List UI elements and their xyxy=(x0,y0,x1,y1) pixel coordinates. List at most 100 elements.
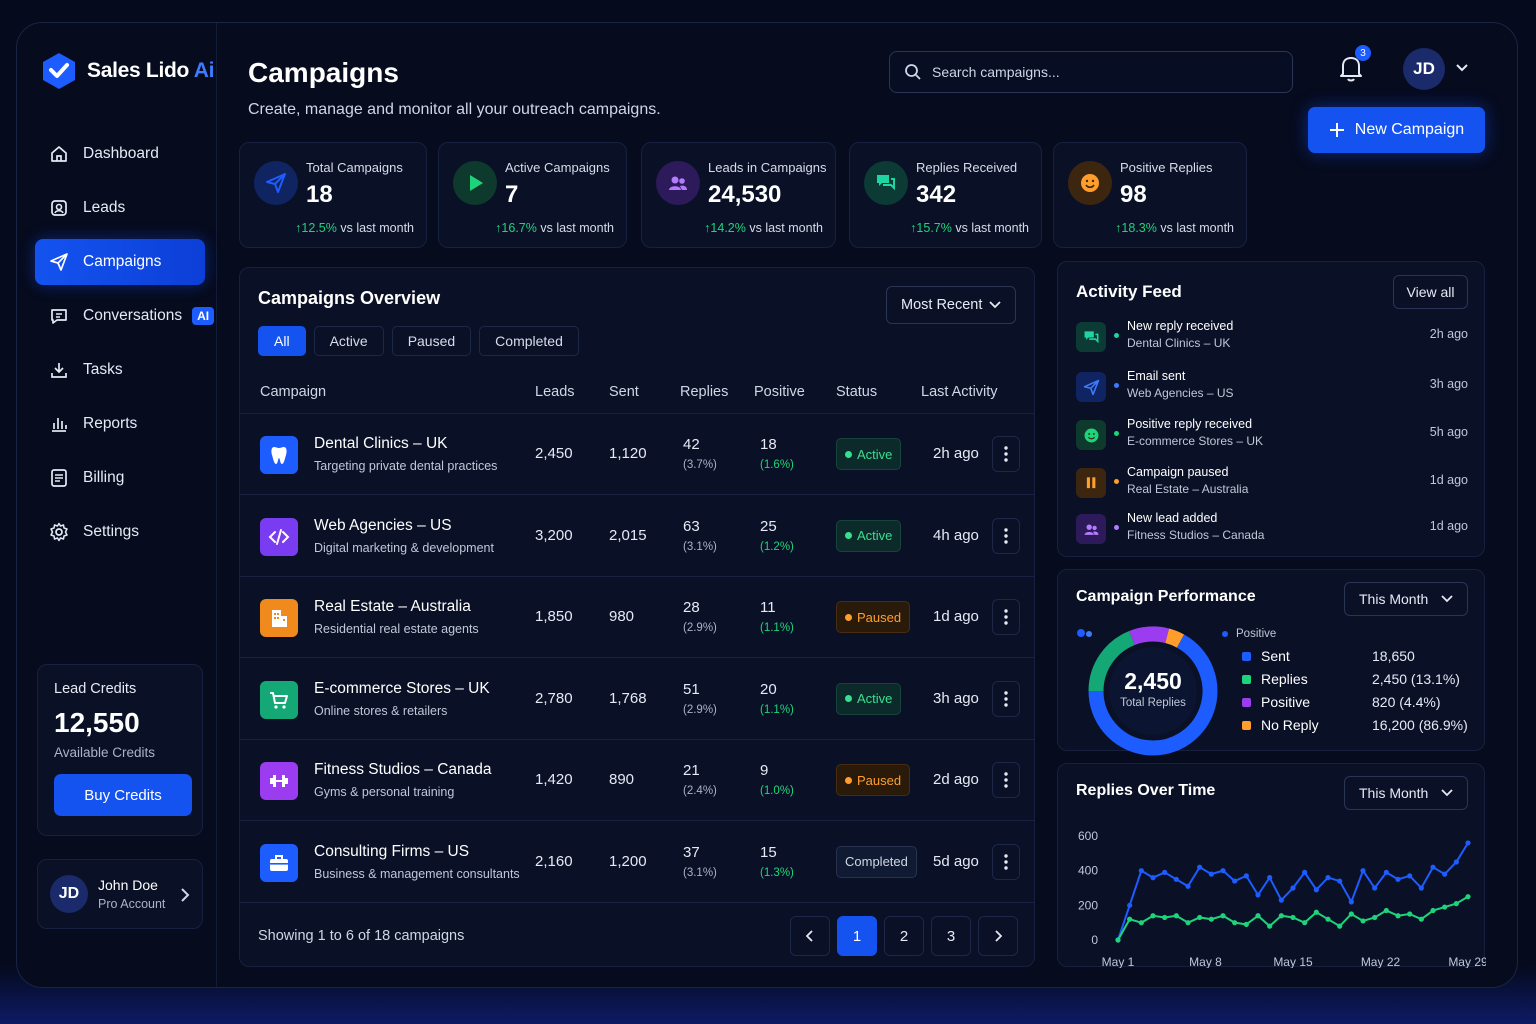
column-header-leads[interactable]: Leads xyxy=(535,384,575,400)
sidebar-item-leads[interactable]: Leads xyxy=(35,185,205,231)
chevron-down-icon[interactable] xyxy=(1455,63,1469,73)
feed-item[interactable]: Campaign paused Real Estate – Australia 1d… xyxy=(1076,464,1468,508)
series-point xyxy=(1313,909,1319,915)
chevron-left-icon xyxy=(806,930,813,942)
notifications-button[interactable]: 3 xyxy=(1337,45,1371,87)
last-activity-cell: 1d ago xyxy=(933,608,979,625)
positive-pct: (1.0%) xyxy=(760,785,794,797)
search-box[interactable] xyxy=(889,51,1293,93)
smile-icon xyxy=(1076,420,1106,450)
sidebar-item-tasks[interactable]: Tasks xyxy=(35,347,205,393)
series-point xyxy=(1407,911,1413,917)
table-row[interactable]: Dental Clinics – UK Targeting private den… xyxy=(240,414,1034,495)
table-row[interactable]: Real Estate – Australia Residential real … xyxy=(240,577,1034,658)
series-point xyxy=(1173,913,1179,919)
page-button[interactable]: 2 xyxy=(884,916,924,956)
table-row[interactable]: Web Agencies – US Digital marketing & dev… xyxy=(240,496,1034,577)
profile-avatar[interactable]: JD xyxy=(1403,48,1445,90)
sidebar-item-settings[interactable]: Settings xyxy=(35,509,205,555)
sidebar-item-conversations[interactable]: Conversations AI xyxy=(35,293,215,339)
series-point xyxy=(1337,923,1343,929)
campaign-name[interactable]: Fitness Studios – Canada xyxy=(314,761,492,778)
view-all-button[interactable]: View all xyxy=(1393,275,1468,309)
column-header-replies[interactable]: Replies xyxy=(680,384,729,400)
status-badge: Active xyxy=(836,519,902,552)
campaign-name[interactable]: E-commerce Stores – UK xyxy=(314,679,490,697)
prev-page-button[interactable] xyxy=(790,916,830,956)
series-point xyxy=(1418,916,1424,922)
series-point xyxy=(1185,920,1191,926)
row-menu-button[interactable] xyxy=(992,762,1020,798)
table-row[interactable]: Fitness Studios – Canada Gyms & personal … xyxy=(240,740,1034,821)
series-point xyxy=(1208,916,1214,922)
replies-pct: (3.1%) xyxy=(683,540,717,553)
column-header-positive[interactable]: Positive xyxy=(754,384,805,400)
campaign-name[interactable]: Real Estate – Australia xyxy=(314,598,471,615)
sidebar-item-label: Settings xyxy=(83,523,140,540)
row-menu-button[interactable] xyxy=(992,436,1020,472)
sidebar-item-label: Billing xyxy=(83,469,125,486)
row-menu-button[interactable] xyxy=(992,517,1020,554)
performance-period-select[interactable]: This Month xyxy=(1344,582,1468,616)
replies-cell: 51 xyxy=(683,680,700,698)
feed-time: 1d ago xyxy=(1429,473,1468,487)
table-row[interactable]: Consulting Firms – US Business & manageme… xyxy=(240,822,1034,903)
stat-change: ↑12.5% vs last month xyxy=(295,221,414,235)
sidebar-item-label: Reports xyxy=(83,415,138,432)
positive-pct: (1.2%) xyxy=(760,540,794,553)
feed-item[interactable]: New reply received Dental Clinics – UK 2h … xyxy=(1076,318,1468,362)
sort-select[interactable]: Most Recent xyxy=(886,286,1016,324)
sidebar-item-campaigns[interactable]: Campaigns xyxy=(35,239,205,285)
send-icon xyxy=(50,253,68,271)
sidebar-item-dashboard[interactable]: Dashboard xyxy=(35,131,205,177)
column-header-sent[interactable]: Sent xyxy=(609,384,639,400)
row-menu-button[interactable] xyxy=(992,843,1020,880)
new-campaign-button[interactable]: New Campaign xyxy=(1308,107,1485,153)
status-badge: Active xyxy=(836,682,902,715)
series-point xyxy=(1372,914,1378,921)
tab-completed[interactable]: Completed xyxy=(479,326,579,356)
page-button[interactable]: 1 xyxy=(837,916,877,956)
donut-segment xyxy=(1088,631,1136,692)
building-icon xyxy=(260,599,298,637)
tab-active[interactable]: Active xyxy=(313,326,384,356)
last-activity-cell: 3h ago xyxy=(933,689,979,707)
tab-all[interactable]: All xyxy=(258,326,306,356)
sidebar-item-label: Conversations xyxy=(83,307,183,324)
replies-cell: 28 xyxy=(683,599,700,616)
feed-item[interactable]: New lead added Fitness Studios – Canada 1d… xyxy=(1076,510,1468,554)
sidebar-item-billing[interactable]: Billing xyxy=(35,455,205,501)
sent-cell: 890 xyxy=(609,771,635,788)
sidebar-item-label: Tasks xyxy=(83,361,123,378)
series-point xyxy=(1290,914,1296,921)
feed-item[interactable]: Email sent Web Agencies – US 3h ago xyxy=(1076,368,1468,412)
replies-cell: 37 xyxy=(683,843,700,861)
buy-credits-button[interactable]: Buy Credits xyxy=(54,774,192,816)
logo[interactable]: Sales Lido Ai xyxy=(41,51,215,91)
replies-period-select[interactable]: This Month xyxy=(1344,776,1468,810)
series-point xyxy=(1407,873,1413,879)
column-header-last-activity[interactable]: Last Activity xyxy=(921,384,998,400)
campaign-name[interactable]: Dental Clinics – UK xyxy=(314,435,448,452)
next-page-button[interactable] xyxy=(978,916,1018,956)
campaigns-overview: Campaigns Overview Most Recent All Active… xyxy=(239,267,1035,967)
campaign-name[interactable]: Web Agencies – US xyxy=(314,516,452,534)
row-menu-button[interactable] xyxy=(992,599,1020,635)
table-row[interactable]: E-commerce Stores – UK Online stores & re… xyxy=(240,659,1034,740)
user-account[interactable]: JD John Doe Pro Account xyxy=(37,859,203,929)
campaign-name[interactable]: Consulting Firms – US xyxy=(314,842,470,860)
feed-item[interactable]: Positive reply received E-commerce Stores… xyxy=(1076,416,1468,460)
row-menu-button[interactable] xyxy=(992,680,1020,717)
series-point xyxy=(1465,894,1471,900)
page-button[interactable]: 3 xyxy=(931,916,971,956)
sidebar-item-reports[interactable]: Reports xyxy=(35,401,205,447)
x-tick-label: May 22 xyxy=(1361,955,1401,968)
tab-paused[interactable]: Paused xyxy=(391,326,472,356)
search-input[interactable] xyxy=(932,64,1252,80)
more-vertical-icon xyxy=(1004,446,1008,462)
more-vertical-icon xyxy=(1004,609,1008,625)
status-badge: Completed xyxy=(836,845,917,878)
column-header-status[interactable]: Status xyxy=(836,384,878,400)
column-header-campaign[interactable]: Campaign xyxy=(260,384,327,400)
series-point xyxy=(1325,875,1331,881)
